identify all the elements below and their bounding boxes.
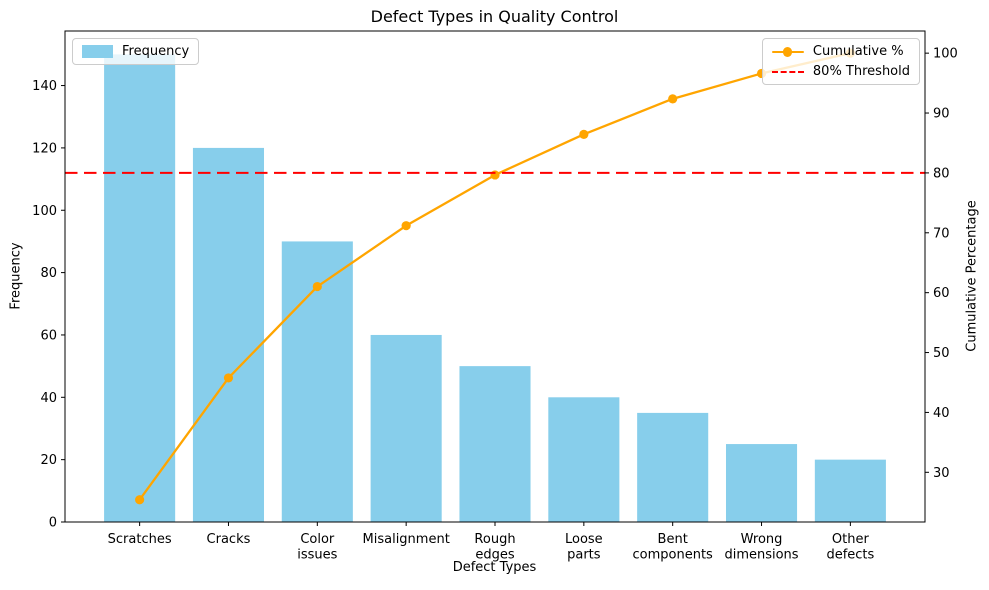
y-tick-label-left: 120	[32, 141, 57, 156]
legend-cumulative: Cumulative % 80% Threshold	[761, 38, 920, 85]
frequency-bar	[459, 366, 531, 522]
y-tick-label-right: 60	[933, 286, 950, 301]
x-axis-label: Defect Types	[452, 560, 537, 575]
x-tick-label: Misalignment	[363, 532, 450, 547]
bar-swatch-icon	[82, 45, 113, 58]
y-tick-label-right: 30	[933, 466, 950, 481]
frequency-bar	[814, 459, 886, 522]
x-tick-label: Loose parts	[565, 532, 603, 563]
dashed-line-swatch-icon	[771, 70, 804, 73]
y-tick-label-left: 20	[40, 453, 57, 468]
x-tick-label: Other defects	[826, 532, 874, 563]
cumulative-marker	[401, 221, 411, 231]
cumulative-marker	[135, 495, 145, 505]
y-axis-label-left: Frequency	[8, 242, 24, 310]
x-tick-label: Wrong dimensions	[724, 532, 798, 563]
line-marker-swatch-icon	[771, 46, 804, 58]
legend-frequency: Frequency	[72, 38, 200, 65]
line-swatch-dot	[782, 47, 793, 57]
frequency-bar	[104, 54, 176, 522]
cumulative-marker	[579, 129, 589, 139]
x-tick-label: Color issues	[297, 532, 337, 563]
y-tick-label-right: 80	[933, 166, 950, 181]
y-axis-label-right: Cumulative Percentage	[964, 200, 980, 352]
cumulative-marker	[223, 373, 234, 383]
cumulative-marker	[668, 94, 678, 104]
y-tick-label-right: 50	[933, 346, 950, 361]
chart-title: Defect Types in Quality Control	[370, 7, 619, 26]
cumulative-marker	[312, 281, 322, 292]
x-tick-label: Bent components	[633, 532, 714, 563]
y-tick-label-left: 0	[49, 516, 57, 531]
x-tick-label: Rough edges	[474, 532, 515, 563]
y-tick-label-left: 140	[32, 79, 57, 94]
y-tick-label-left: 100	[32, 204, 57, 219]
legend-cumulative-row: Cumulative %	[771, 44, 910, 59]
legend-frequency-row: Frequency	[82, 44, 189, 59]
y-tick-label-right: 70	[933, 226, 950, 241]
y-tick-label-right: 90	[933, 107, 950, 122]
legend-frequency-label: Frequency	[122, 44, 190, 59]
y-tick-label-right: 100	[933, 47, 958, 62]
frequency-bar	[725, 444, 798, 522]
frequency-bar	[192, 147, 265, 522]
legend-cumulative-label: Cumulative %	[812, 44, 904, 59]
frequency-bar	[637, 412, 709, 522]
legend-threshold-label: 80% Threshold	[812, 64, 910, 79]
x-tick-label: Scratches	[108, 532, 172, 547]
cumulative-marker	[490, 170, 500, 180]
y-tick-label-left: 60	[40, 328, 57, 343]
y-tick-label-right: 40	[933, 406, 950, 421]
y-tick-label-left: 40	[40, 391, 57, 406]
legend-threshold-row: 80% Threshold	[771, 64, 910, 79]
frequency-bar	[548, 397, 620, 522]
x-tick-label: Cracks	[207, 532, 251, 547]
y-tick-label-left: 80	[40, 266, 57, 281]
frequency-bar	[370, 334, 442, 522]
